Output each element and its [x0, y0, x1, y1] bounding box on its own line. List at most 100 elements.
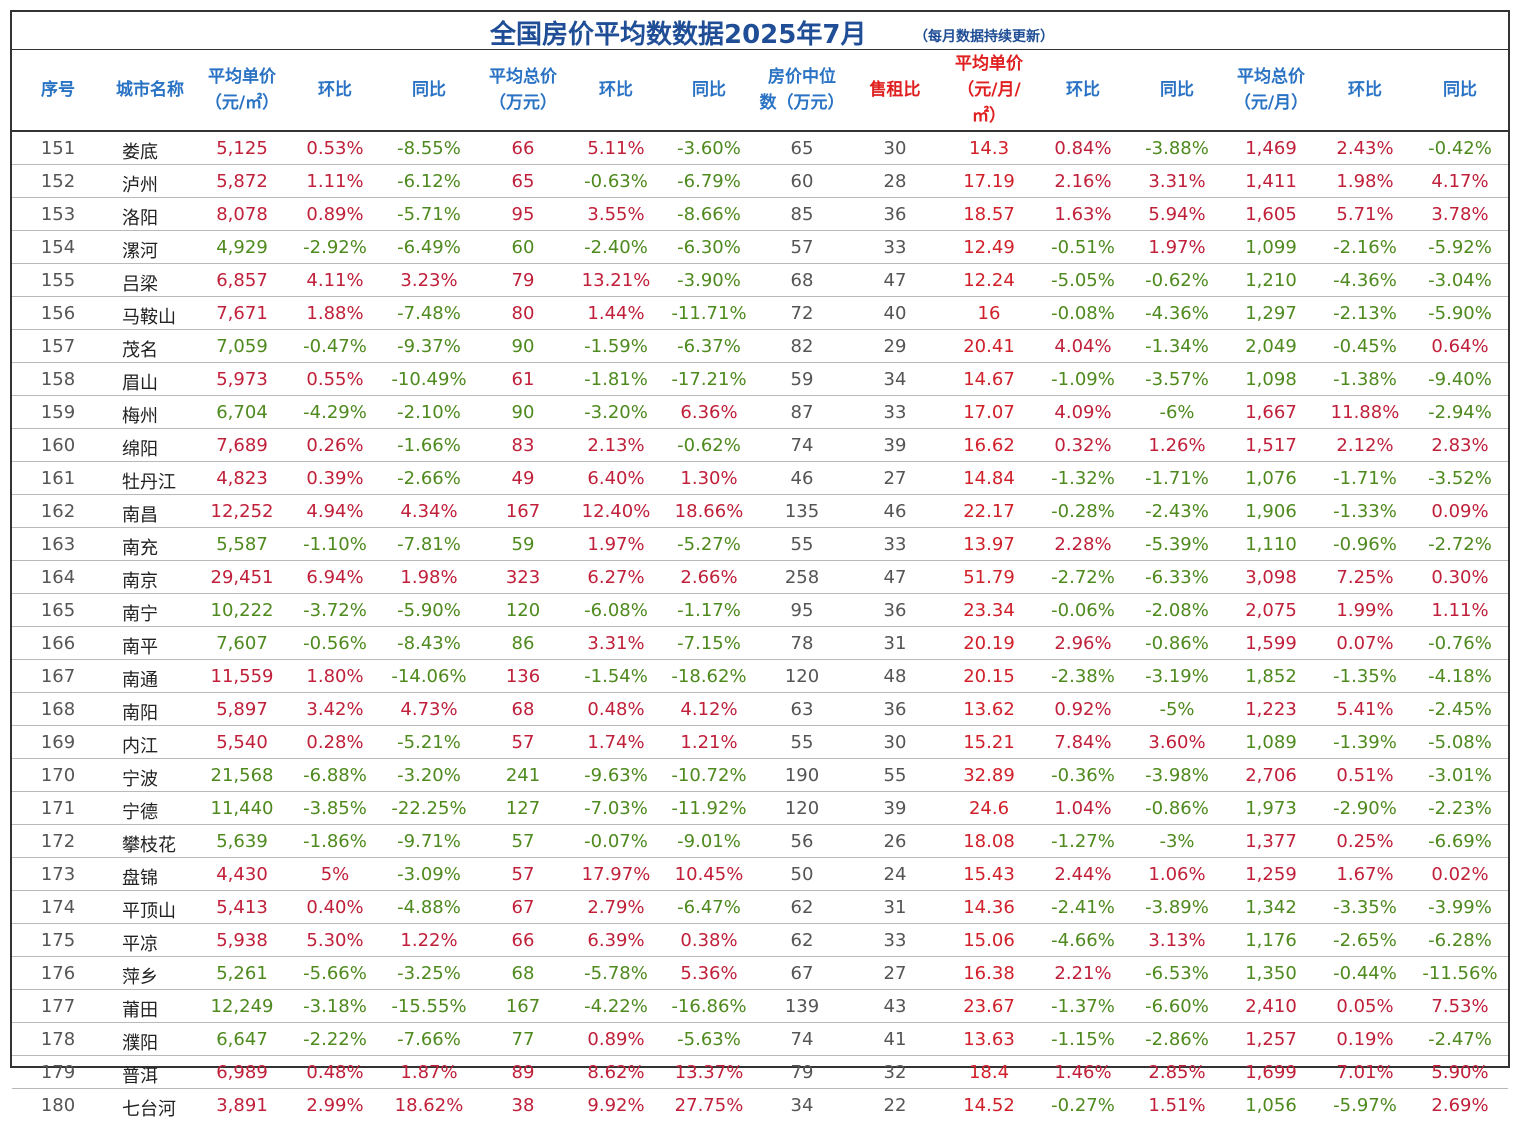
cell-city: 平凉	[104, 924, 196, 957]
cell-price-rent-ratio: 24	[848, 858, 942, 891]
cell-total-price-mom: -0.07%	[570, 825, 662, 858]
cell-rent-total-mom: -4.36%	[1318, 264, 1412, 297]
cell-avg-unit-price: 7,607	[196, 627, 288, 660]
cell-price-rent-ratio: 36	[848, 693, 942, 726]
cell-unit-price-yoy: -5.21%	[382, 726, 476, 759]
column-header-text: 数（万元）	[760, 93, 845, 113]
cell-unit-price-mom: 4.11%	[288, 264, 382, 297]
cell-rent-total-yoy: 3.78%	[1412, 198, 1508, 231]
cell-rent-total-mom: -0.44%	[1318, 957, 1412, 990]
cell-avg-total-price: 95	[476, 198, 570, 231]
cell-total-price-mom: -0.63%	[570, 165, 662, 198]
cell-avg-total-price: 90	[476, 396, 570, 429]
cell-total-price-mom: 6.39%	[570, 924, 662, 957]
cell-total-price-yoy: -10.72%	[662, 759, 756, 792]
cell-total-price-yoy: 1.21%	[662, 726, 756, 759]
cell-avg-total-price: 66	[476, 131, 570, 165]
cell-avg-total-price: 67	[476, 891, 570, 924]
cell-total-price-yoy: 2.66%	[662, 561, 756, 594]
cell-total-price-mom: 12.40%	[570, 495, 662, 528]
cell-avg-unit-price: 10,222	[196, 594, 288, 627]
cell-total-price-mom: -7.03%	[570, 792, 662, 825]
cell-rent-total: 1,852	[1224, 660, 1318, 693]
cell-city: 濮阳	[104, 1023, 196, 1056]
cell-total-price-mom: -5.78%	[570, 957, 662, 990]
cell-seq: 155	[12, 264, 104, 297]
cell-avg-unit-price: 5,261	[196, 957, 288, 990]
column-header-text: 同比	[412, 80, 446, 100]
cell-median-price: 55	[756, 528, 848, 561]
cell-rent-total-mom: 0.07%	[1318, 627, 1412, 660]
cell-avg-unit-price: 5,639	[196, 825, 288, 858]
cell-unit-price-mom: -1.86%	[288, 825, 382, 858]
cell-rent-mom: 2.21%	[1036, 957, 1130, 990]
cell-total-price-mom: -6.08%	[570, 594, 662, 627]
cell-rent-total-mom: -0.96%	[1318, 528, 1412, 561]
cell-median-price: 95	[756, 594, 848, 627]
cell-rent-yoy: -6.53%	[1130, 957, 1224, 990]
column-header-text: 同比	[1160, 80, 1194, 100]
cell-rent-total-mom: 2.12%	[1318, 429, 1412, 462]
cell-unit-price-mom: 0.48%	[288, 1056, 382, 1089]
cell-rent-total-mom: 5.41%	[1318, 693, 1412, 726]
cell-price-rent-ratio: 36	[848, 198, 942, 231]
cell-price-rent-ratio: 27	[848, 957, 942, 990]
cell-price-rent-ratio: 47	[848, 264, 942, 297]
cell-rent-mom: 0.92%	[1036, 693, 1130, 726]
cell-city: 萍乡	[104, 957, 196, 990]
cell-rent-yoy: -2.08%	[1130, 594, 1224, 627]
column-header: 同比	[382, 50, 476, 131]
cell-median-price: 57	[756, 231, 848, 264]
cell-total-price-yoy: -1.17%	[662, 594, 756, 627]
cell-seq: 171	[12, 792, 104, 825]
cell-unit-price-mom: -0.47%	[288, 330, 382, 363]
cell-avg-total-price: 241	[476, 759, 570, 792]
column-header: 环比	[1036, 50, 1130, 131]
cell-seq: 168	[12, 693, 104, 726]
cell-rent-unit-price: 18.08	[942, 825, 1036, 858]
cell-rent-mom: -1.37%	[1036, 990, 1130, 1023]
cell-median-price: 72	[756, 297, 848, 330]
cell-rent-yoy: 5.94%	[1130, 198, 1224, 231]
cell-rent-yoy: -3%	[1130, 825, 1224, 858]
cell-rent-total: 1,176	[1224, 924, 1318, 957]
cell-unit-price-mom: 6.94%	[288, 561, 382, 594]
cell-total-price-yoy: -5.27%	[662, 528, 756, 561]
cell-median-price: 120	[756, 660, 848, 693]
cell-median-price: 65	[756, 131, 848, 165]
cell-rent-total-mom: -3.35%	[1318, 891, 1412, 924]
cell-rent-yoy: 1.06%	[1130, 858, 1224, 891]
cell-seq: 166	[12, 627, 104, 660]
cell-total-price-yoy: -6.47%	[662, 891, 756, 924]
cell-rent-mom: 2.28%	[1036, 528, 1130, 561]
cell-seq: 161	[12, 462, 104, 495]
cell-avg-total-price: 127	[476, 792, 570, 825]
cell-unit-price-mom: 4.94%	[288, 495, 382, 528]
cell-city: 绵阳	[104, 429, 196, 462]
cell-city: 普洱	[104, 1056, 196, 1089]
cell-rent-total-mom: -0.45%	[1318, 330, 1412, 363]
cell-price-rent-ratio: 28	[848, 165, 942, 198]
cell-rent-total: 1,699	[1224, 1056, 1318, 1089]
column-header: 平均总价（万元）	[476, 50, 570, 131]
column-header-text: 平均总价	[489, 67, 557, 87]
cell-price-rent-ratio: 30	[848, 726, 942, 759]
cell-seq: 157	[12, 330, 104, 363]
column-header: 环比	[288, 50, 382, 131]
cell-unit-price-mom: 5%	[288, 858, 382, 891]
cell-rent-yoy: -3.98%	[1130, 759, 1224, 792]
cell-rent-mom: -1.32%	[1036, 462, 1130, 495]
column-header: 同比	[662, 50, 756, 131]
column-header-text: ㎡）	[972, 106, 1006, 126]
cell-city: 洛阳	[104, 198, 196, 231]
cell-rent-unit-price: 13.62	[942, 693, 1036, 726]
column-header-text: 环比	[318, 80, 352, 100]
cell-total-price-mom: 1.97%	[570, 528, 662, 561]
cell-seq: 164	[12, 561, 104, 594]
column-header: 环比	[570, 50, 662, 131]
